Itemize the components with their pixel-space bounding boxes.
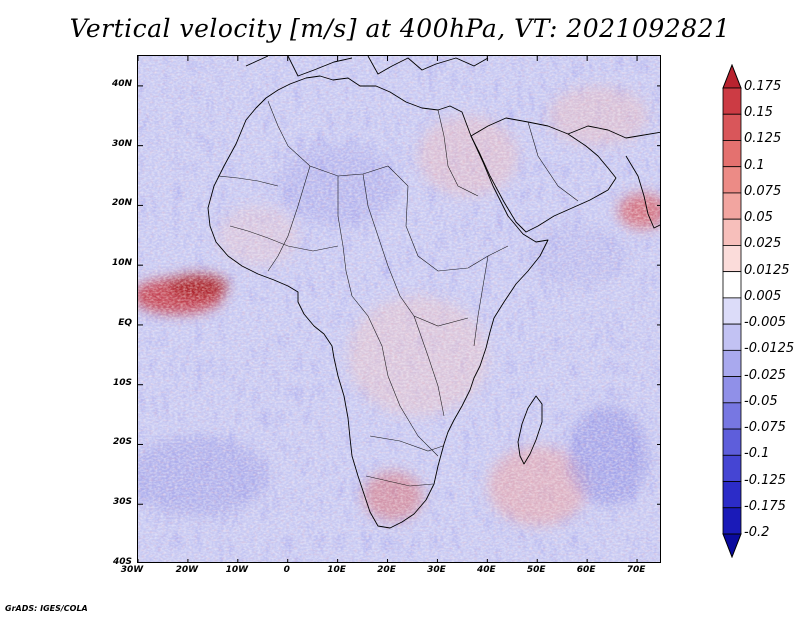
longitude-tick-label: 20E	[377, 565, 396, 575]
europe-coastline	[245, 56, 489, 77]
longitude-tick-label: 60E	[576, 565, 596, 575]
longitude-tick-label: 30E	[427, 565, 446, 575]
colorbar-max-arrow	[722, 64, 742, 89]
india-coastline	[625, 155, 660, 229]
colorbar	[722, 64, 742, 558]
credit-text: GrADS: IGES/COLA	[5, 604, 88, 613]
latitude-tick-label: 10S	[112, 377, 132, 388]
colorbar-tick-label: -0.0125	[744, 341, 795, 357]
field-texture-white	[138, 56, 660, 562]
latitude-tick-label: 40S	[112, 557, 132, 567]
colorbar-tick-label: 0.125	[744, 131, 782, 147]
colorbar-tick-label: 0.025	[744, 236, 782, 252]
colorbar-segment	[722, 402, 742, 430]
colorbar-tick-label: 0.1	[744, 157, 765, 173]
colorbar-tick-label: -0.1	[744, 446, 770, 462]
longitude-tick-label: 20W	[175, 565, 199, 575]
colorbar-min-arrow	[722, 533, 742, 558]
colorbar-segment	[722, 297, 742, 325]
longitude-tick-label: 40E	[476, 565, 496, 575]
colorbar-tick-label: -0.125	[744, 472, 786, 488]
colorbar-tick-label: -0.025	[744, 367, 786, 383]
colorbar-tick-label: 0.175	[744, 79, 782, 94]
longitude-tick-label: 10E	[327, 565, 346, 575]
colorbar-segment	[722, 349, 742, 377]
colorbar-segment	[722, 218, 742, 246]
latitude-tick-label: 40N	[111, 78, 132, 89]
latitude-tick-label: 30S	[112, 497, 132, 508]
latitude-tick-label: EQ	[118, 317, 132, 328]
latitude-tick-label: 30N	[111, 138, 132, 149]
arabia-coastline	[470, 117, 617, 233]
map-plot-area	[137, 55, 661, 563]
colorbar-segment	[722, 481, 742, 509]
map-canvas	[138, 56, 660, 562]
madagascar-coastline	[517, 395, 543, 465]
colorbar-segment	[722, 87, 742, 115]
colorbar-segment	[722, 140, 742, 168]
longitude-tick-label: 0	[283, 565, 290, 575]
colorbar-tick-label: -0.05	[744, 393, 778, 409]
coastlines	[207, 56, 660, 529]
longitude-tick-label: 70E	[626, 565, 646, 575]
colorbar-tick-label: -0.175	[744, 498, 786, 514]
colorbar-segment	[722, 428, 742, 456]
longitude-tick-label: 10W	[225, 565, 249, 575]
iran-coastline	[567, 125, 660, 139]
latitude-tick-label: 20N	[111, 198, 132, 209]
africa-coastline	[207, 75, 549, 529]
colorbar-tick-label: 0.0125	[744, 262, 790, 278]
colorbar-segment	[722, 113, 742, 141]
colorbar-tick-label: -0.005	[744, 315, 786, 331]
colorbar-segment	[722, 507, 742, 535]
colorbar-segment	[722, 271, 742, 299]
colorbar-segment	[722, 323, 742, 351]
colorbar-segment	[722, 454, 742, 482]
colorbar-segment	[722, 376, 742, 404]
map-title: Vertical velocity [m/s] at 400hPa, VT: 2…	[69, 14, 731, 43]
latitude-tick-label: 20S	[112, 437, 132, 448]
colorbar-tick-label: -0.075	[744, 420, 786, 436]
colorbar-segment	[722, 245, 742, 273]
colorbar-tick-label: 0.075	[744, 183, 782, 199]
colorbar-segment	[722, 166, 742, 194]
colorbar-tick-label: 0.005	[744, 288, 782, 304]
country-borders	[217, 100, 579, 487]
colorbar-tick-label: 0.05	[744, 210, 773, 226]
colorbar-tick-label: 0.15	[744, 105, 773, 121]
colorbar-tick-label: -0.2	[744, 525, 770, 540]
colorbar-segment	[722, 192, 742, 220]
longitude-tick-label: 30W	[120, 565, 144, 575]
latitude-tick-label: 10N	[111, 258, 132, 269]
longitude-tick-label: 50E	[526, 565, 546, 575]
